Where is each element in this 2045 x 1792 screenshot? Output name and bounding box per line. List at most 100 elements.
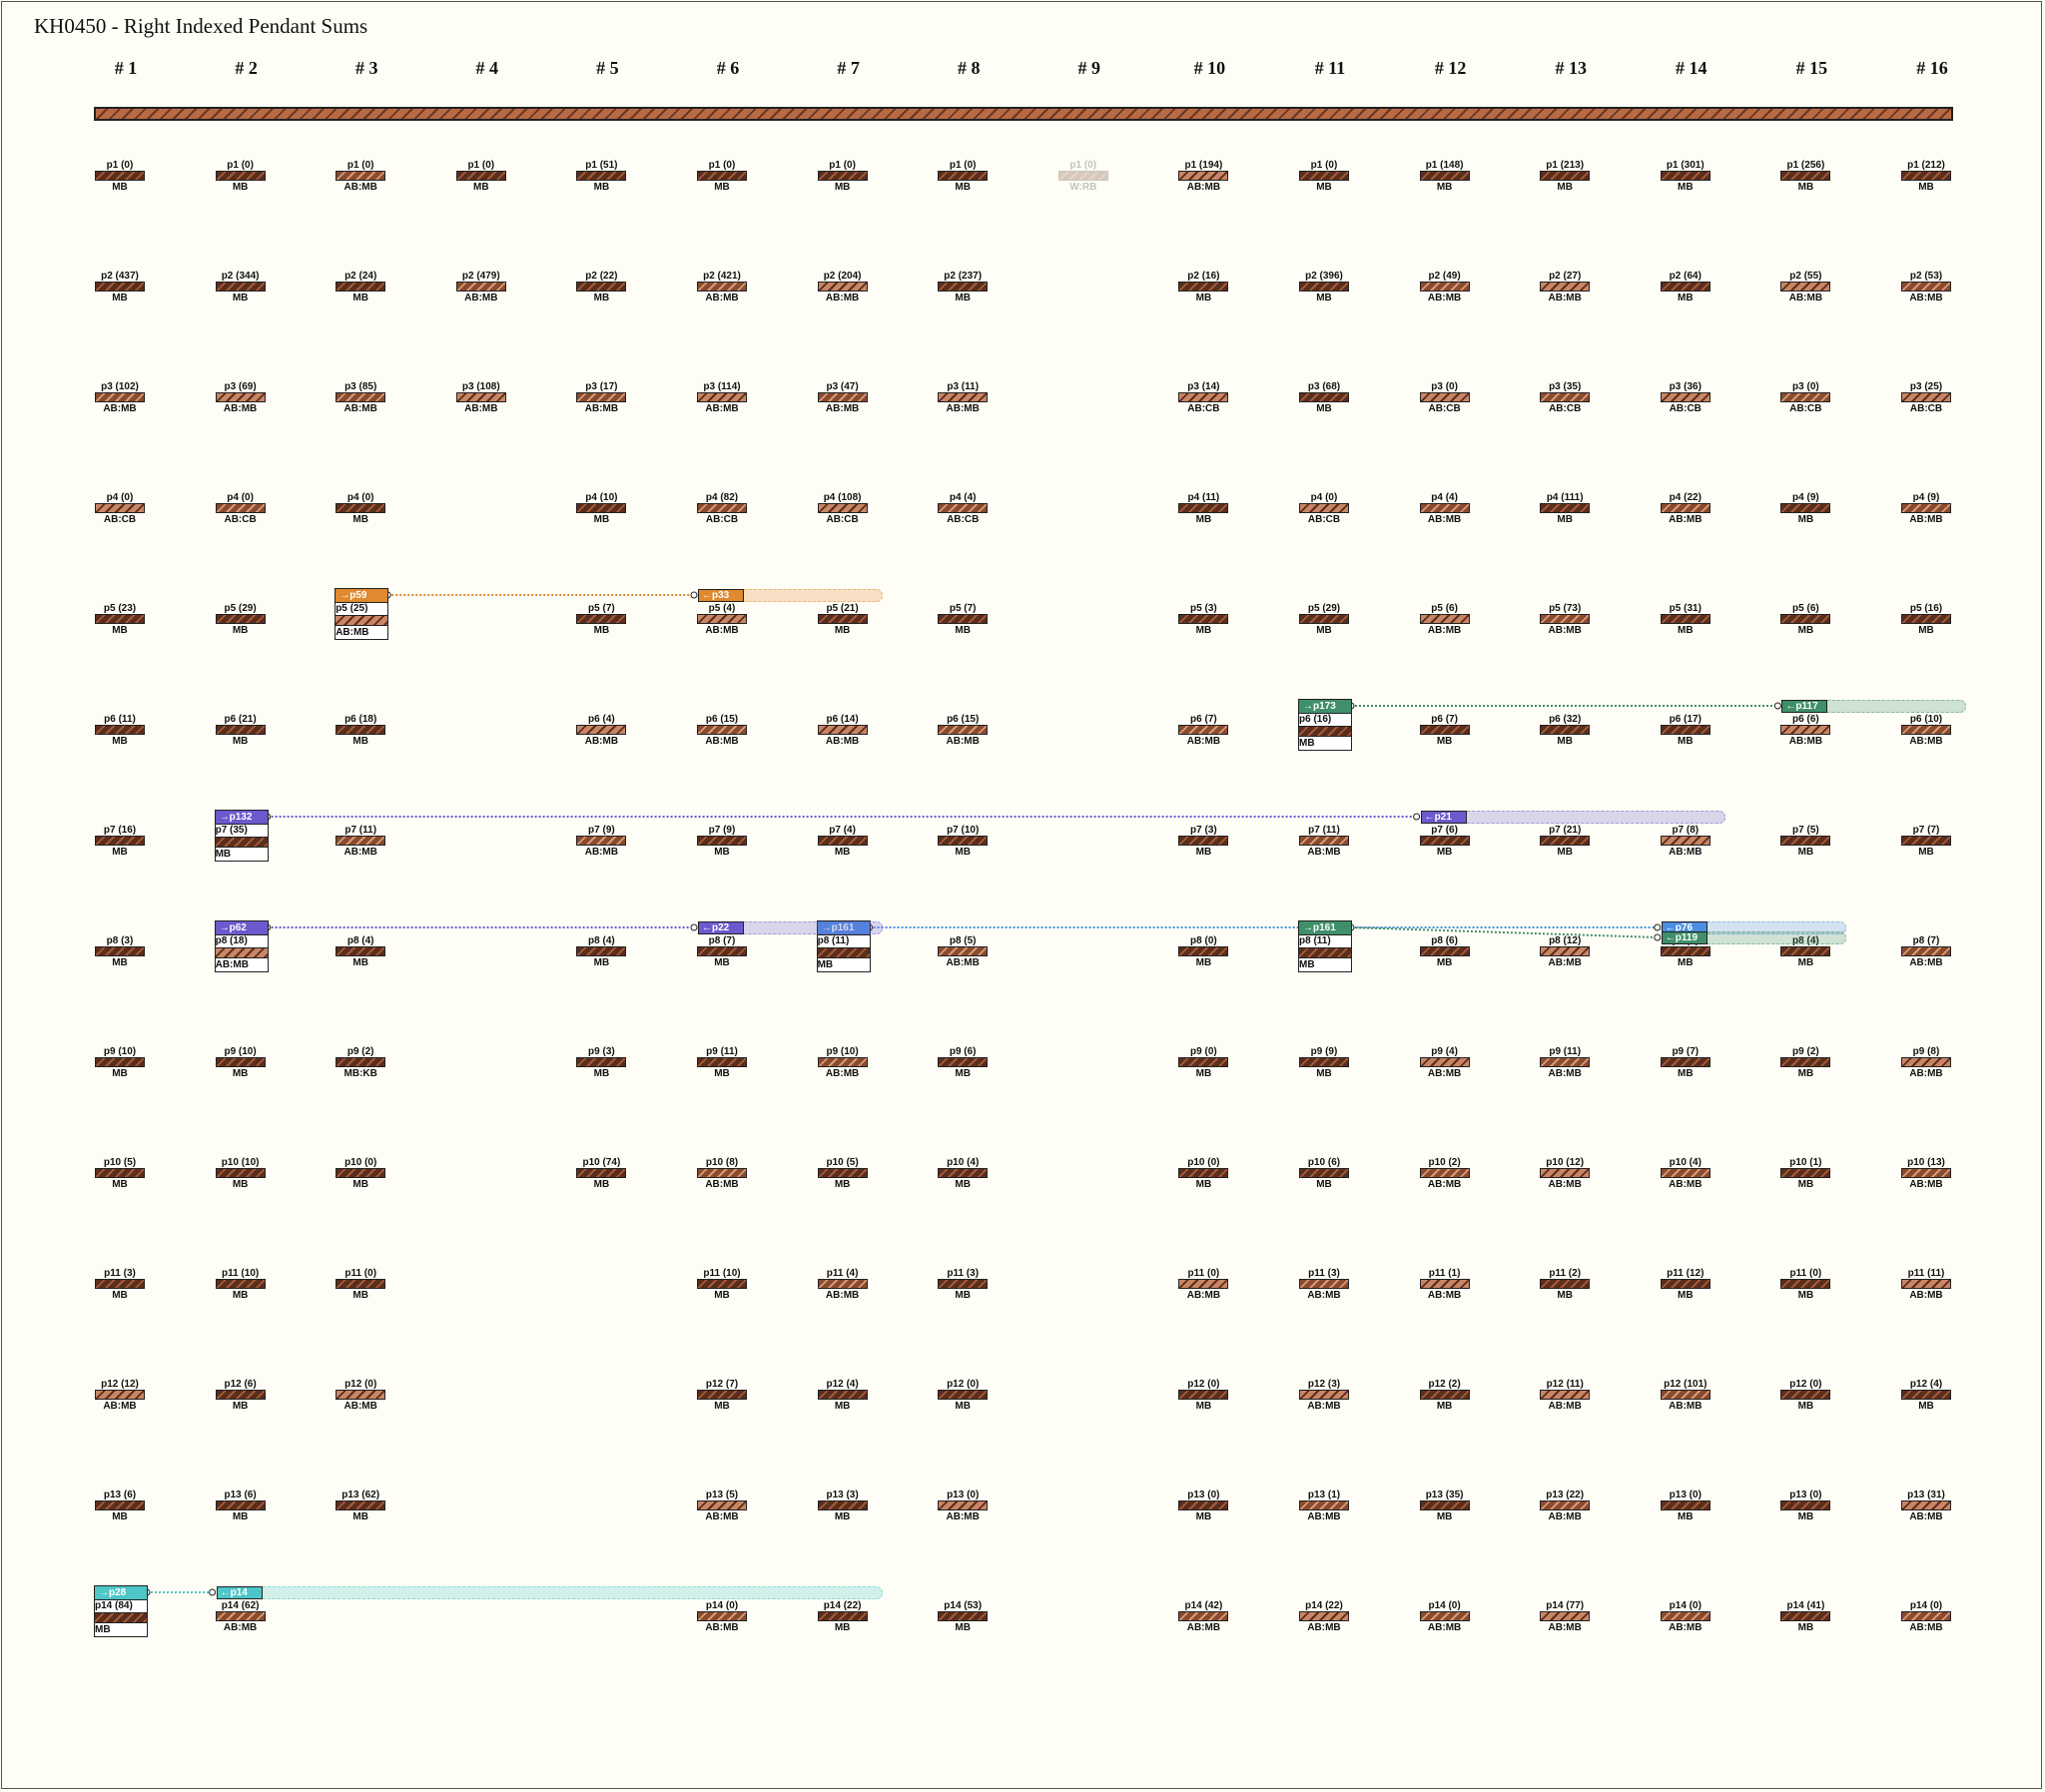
pendant-cord: p12 (4) MB	[783, 1379, 903, 1413]
cord-swatch	[938, 1390, 989, 1400]
pendant-label: p12 (2)	[1428, 1379, 1461, 1390]
cord-swatch	[938, 1168, 989, 1178]
cord-swatch	[95, 171, 145, 181]
pendant-cord: p2 (22) MB	[541, 271, 661, 304]
pendant-label: p7 (8)	[1672, 825, 1700, 836]
cord-swatch	[1178, 725, 1229, 735]
pendant-cord: p8 (12) AB:MB	[1505, 935, 1625, 969]
pendant-cord: p10 (2) AB:MB	[1385, 1157, 1505, 1191]
cord-material: AB:MB	[1548, 1179, 1582, 1190]
pendant-label: p8 (11)	[1299, 935, 1351, 948]
pendant-cord: p1 (51) MB	[541, 160, 661, 194]
pendant-label: p14 (84)	[95, 1600, 147, 1613]
pendant-label: p13 (5)	[705, 1490, 739, 1500]
pendant-label: p6 (21)	[224, 714, 257, 725]
cord-swatch	[1540, 171, 1591, 181]
cord-material: MB	[593, 625, 610, 636]
pendant-label: p2 (237)	[944, 271, 983, 282]
pendant-label: p9 (2)	[346, 1046, 374, 1057]
pendant-label: p14 (42)	[1184, 1600, 1223, 1611]
cord-swatch	[336, 1279, 386, 1289]
pendant-label: p1 (0)	[346, 160, 374, 171]
cord-material: MB	[1678, 1068, 1694, 1079]
cord-material: MB	[955, 1068, 971, 1079]
pendant-label: p8 (5)	[949, 935, 977, 946]
pendant-label: p8 (12)	[1549, 935, 1582, 946]
cord-material: AB:MB	[1427, 1179, 1462, 1190]
pendant-label: p9 (8)	[1912, 1046, 1940, 1057]
pendant-label: p7 (10)	[947, 825, 980, 836]
pendant-cord: p10 (5) MB	[60, 1157, 180, 1191]
cord-material: MB	[352, 957, 368, 968]
cord-swatch	[1299, 392, 1349, 402]
column-header: # 6	[716, 58, 740, 78]
pendant-label: p2 (421)	[703, 271, 741, 282]
cord-swatch	[1419, 614, 1470, 624]
cord-material: MB	[1316, 293, 1332, 303]
cord-material: MB	[1299, 959, 1315, 970]
pendant-cord: p5 (7) MB	[903, 603, 1022, 637]
cord-swatch	[1178, 171, 1229, 181]
cord-swatch	[1419, 1279, 1470, 1289]
cord-material: MB	[714, 957, 730, 968]
pendant-label: p12 (0)	[1789, 1379, 1822, 1390]
column-header: # 4	[475, 58, 499, 78]
cord-material: AB:MB	[1669, 847, 1703, 858]
pendant-label: p6 (17)	[1669, 714, 1702, 725]
pendant-cord: p7 (8) AB:MB	[1626, 825, 1745, 859]
cord-material: MB	[112, 1068, 128, 1079]
sum-pendant: →p28 p14 (84) MB	[94, 1585, 148, 1637]
cord-swatch	[215, 1611, 266, 1621]
pendant-label: p8 (4)	[1792, 935, 1819, 946]
cord-material: AB:MB	[1548, 1622, 1582, 1633]
link-tag: ←p21	[1420, 811, 1467, 824]
pendant-cord: p3 (114) AB:MB	[662, 381, 782, 415]
cord-swatch	[336, 1500, 386, 1510]
cord-material: AB:MB	[1307, 1511, 1341, 1522]
cord-swatch	[1419, 946, 1470, 956]
cord-swatch	[215, 614, 266, 624]
sum-pendant: →p132 p7 (35) MB	[214, 810, 269, 862]
pendant-label: p5 (7)	[588, 603, 615, 614]
pendant-label: p7 (16)	[103, 825, 137, 836]
pendant-cord: p4 (9) MB	[1745, 492, 1865, 526]
cord-swatch	[1540, 1279, 1591, 1289]
cord-material: MB	[352, 1290, 368, 1301]
cord-swatch	[1660, 282, 1710, 292]
cord-material: MB	[1557, 847, 1573, 858]
cord-material: MB	[215, 849, 232, 860]
pendant-label: p2 (396)	[1305, 271, 1343, 282]
cord-material: MB	[1797, 957, 1814, 968]
cord-material: AB:MB	[1909, 514, 1943, 525]
cord-swatch	[95, 1500, 145, 1510]
pendant-label: p2 (55)	[1789, 271, 1822, 282]
pendant-label: p4 (4)	[1431, 492, 1458, 503]
pendant-cord: p1 (0) MB	[662, 160, 782, 194]
cord-swatch	[1540, 392, 1591, 402]
pendant-cord: p12 (101) AB:MB	[1626, 1379, 1745, 1413]
pendant-cord: p10 (10) MB	[181, 1157, 301, 1191]
cord-swatch	[336, 282, 386, 292]
pendant-cord: p4 (0) MB	[301, 492, 420, 526]
cord-material: AB:MB	[946, 957, 980, 968]
cord-material: MB	[593, 293, 610, 303]
cord-material: MB	[714, 182, 730, 193]
cord-material: MB	[1797, 1290, 1814, 1301]
pendant-label: p10 (4)	[1669, 1157, 1702, 1168]
pendant-cord: p12 (0) MB	[903, 1379, 1022, 1413]
cord-swatch	[1780, 1057, 1831, 1067]
cord-material: AB:MB	[946, 403, 980, 414]
cord-material: AB:MB	[1788, 293, 1823, 303]
cord-material: MB	[593, 957, 610, 968]
pendant-cord: p8 (7) AB:MB	[1866, 935, 1986, 969]
cord-swatch	[938, 1500, 989, 1510]
cord-material: MB	[1678, 1290, 1694, 1301]
cord-swatch	[215, 1390, 266, 1400]
pendant-cord: p5 (31) MB	[1626, 603, 1745, 637]
cord-material: MB	[1797, 625, 1814, 636]
sum-tag: →p28	[95, 1586, 147, 1600]
cord-swatch	[1540, 1500, 1591, 1510]
cord-swatch	[215, 171, 266, 181]
cord-swatch	[1780, 836, 1831, 846]
cord-swatch	[95, 1613, 147, 1623]
